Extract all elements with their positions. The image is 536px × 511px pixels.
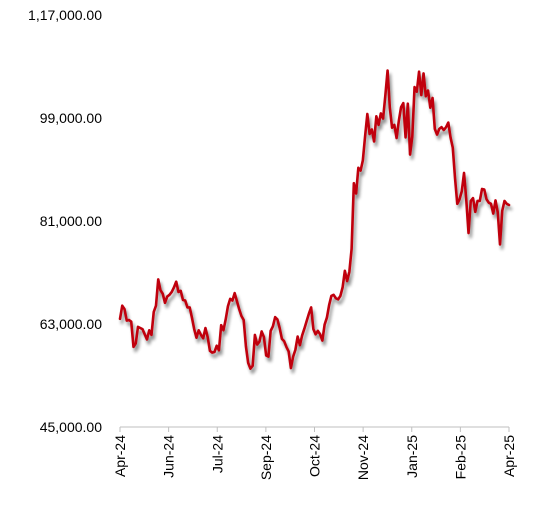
x-tick-label: Nov-24 bbox=[355, 435, 371, 480]
y-tick-label: 99,000.00 bbox=[40, 110, 102, 126]
y-tick-label: 1,17,000.00 bbox=[28, 7, 102, 23]
y-tick-label: 81,000.00 bbox=[40, 213, 102, 229]
x-tick-label: Jul-24 bbox=[209, 435, 225, 473]
x-tick-label: Jan-25 bbox=[404, 435, 420, 478]
x-tick-label: Apr-25 bbox=[501, 435, 517, 477]
x-tick-label: Oct-24 bbox=[307, 435, 323, 477]
x-tick-label: Sep-24 bbox=[258, 435, 274, 480]
plot-area bbox=[118, 69, 511, 370]
y-axis-ticks: 45,000.00 63,000.00 81,000.00 99,000.00 1,17… bbox=[28, 7, 102, 435]
x-tick-label: Feb-25 bbox=[452, 435, 468, 480]
x-tick-label: Apr-24 bbox=[112, 435, 128, 477]
x-axis: Apr-24 Jun-24 Jul-24 Sep-24 Oct-24 Nov-24 Jan-… bbox=[112, 426, 517, 480]
x-tick-label: Jun-24 bbox=[161, 435, 177, 478]
series-line bbox=[118, 69, 511, 370]
y-tick-label: 63,000.00 bbox=[40, 316, 102, 332]
y-tick-label: 45,000.00 bbox=[40, 419, 102, 435]
